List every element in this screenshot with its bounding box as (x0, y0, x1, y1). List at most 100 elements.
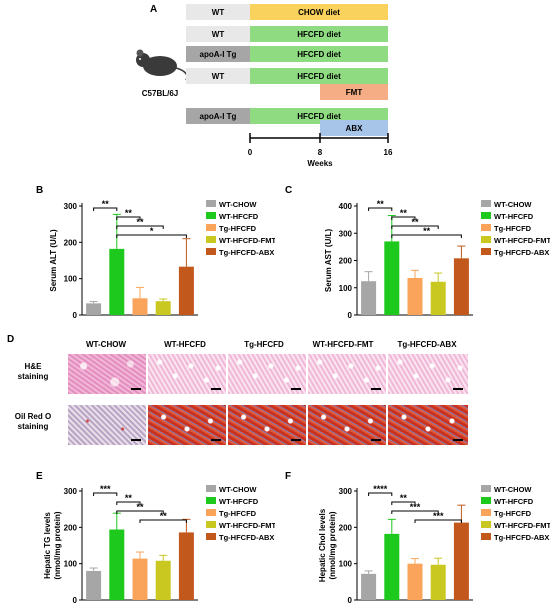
legend-swatch-wt-chow (481, 200, 491, 207)
significance-label: *** (433, 511, 444, 521)
legend-label-tg-hfcfd-abx: Tg-HFCFD-ABX (219, 533, 274, 542)
significance-bracket (368, 492, 393, 496)
bar-tg-hfcfd (407, 563, 423, 600)
significance-label: ** (400, 493, 408, 503)
significance-label: ** (136, 502, 144, 512)
treatment-box-fmt (320, 84, 388, 100)
mouse-strain-label: C57BL/6J (142, 89, 178, 98)
legend-label-wt-chow: WT-CHOW (219, 200, 257, 209)
genotype-box-3 (186, 68, 250, 84)
panel-label-d: D (7, 334, 15, 345)
legend-label-wt-chow: WT-CHOW (219, 485, 257, 494)
significance-label: ** (125, 208, 133, 218)
he-label-line1: H&E (24, 362, 42, 371)
genotype-box-1 (186, 26, 250, 42)
histology-col-label-tg-hfcfd-abx: Tg-HFCFD-ABX (397, 340, 457, 349)
legend-swatch-wt-hfcfd-fmt (481, 236, 491, 243)
he-label-line2: staining (17, 372, 49, 381)
y-tick-label: 300 (339, 487, 353, 496)
legend-label-tg-hfcfd: Tg-HFCFD (219, 224, 257, 233)
panel-label-f: F (285, 471, 292, 482)
bar-tg-hfcfd-abx (453, 522, 469, 600)
y-axis-title: Hepatic TG levels (43, 512, 52, 579)
legend-label-wt-hfcfd-fmt: WT-HFCFD-FMT (219, 236, 275, 245)
legend-swatch-wt-chow (481, 485, 491, 492)
legend-label-wt-hfcfd: WT-HFCFD (219, 212, 259, 221)
significance-label: ** (423, 226, 431, 236)
legend-label-wt-hfcfd: WT-HFCFD (219, 497, 259, 506)
legend-label-wt-hfcfd: WT-HFCFD (494, 212, 534, 221)
oro-image-wt-chow (68, 405, 146, 445)
legend-label-tg-hfcfd-abx: Tg-HFCFD-ABX (494, 533, 549, 542)
significance-label: *** (100, 484, 111, 494)
significance-bracket (391, 234, 462, 238)
panel-label-c: C (285, 185, 293, 196)
y-tick-label: 100 (339, 284, 353, 293)
timeline-label-0: 0 (248, 148, 253, 157)
panel-label-e: E (36, 471, 43, 482)
significance-bracket (116, 510, 164, 514)
legend-label-wt-hfcfd: WT-HFCFD (494, 497, 534, 506)
he-image-tg-hfcfd (228, 354, 306, 394)
legend-swatch-tg-hfcfd (206, 224, 216, 231)
y-axis-title-units: (nmol/mg protein) (328, 511, 337, 579)
scale-bar (211, 388, 221, 390)
histology-col-label-wt-chow: WT-CHOW (86, 340, 126, 349)
diet-label-0: CHOW diet (298, 8, 340, 17)
treatment-box-abx (320, 120, 388, 136)
significance-bracket (391, 225, 439, 229)
legend-swatch-wt-hfcfd (481, 497, 491, 504)
significance-label: ** (125, 493, 133, 503)
significance-label: *** (410, 502, 421, 512)
genotype-label-2: apoA-I Tg (200, 50, 237, 59)
legend-label-wt-hfcfd-fmt: WT-HFCFD-FMT (494, 521, 550, 530)
legend-swatch-wt-hfcfd-fmt (206, 236, 216, 243)
legend-swatch-tg-hfcfd-abx (481, 248, 491, 255)
significance-bracket (139, 519, 187, 523)
y-tick-label: 200 (339, 523, 353, 532)
significance-bracket (93, 492, 118, 496)
scale-bar (131, 388, 141, 390)
significance-bracket (116, 216, 141, 220)
y-tick-label: 300 (339, 229, 353, 238)
legend-swatch-wt-hfcfd-fmt (481, 521, 491, 528)
oro-image-wt-hfcfd (148, 405, 226, 445)
he-image-tg-hfcfd-abx (388, 354, 468, 394)
legend-swatch-tg-hfcfd-abx (206, 248, 216, 255)
bar-wt-hfcfd-fmt (430, 564, 446, 600)
study-design-diagram: C57BL/6J WT CHOW diet WT HFCFD diet apoA-I T… (136, 4, 393, 168)
significance-bracket (93, 207, 118, 211)
treatment-label-abx: ABX (346, 124, 364, 133)
legend-label-tg-hfcfd: Tg-HFCFD (494, 509, 532, 518)
scale-bar (291, 388, 301, 390)
significance-bracket (391, 216, 416, 220)
histology-col-label-tg-hfcfd: Tg-HFCFD (244, 340, 284, 349)
bar-tg-hfcfd-abx (178, 266, 194, 315)
y-tick-label: 200 (64, 238, 78, 247)
significance-label: ** (400, 208, 408, 218)
genotype-label-0: WT (212, 8, 225, 17)
chart-hepatic-tg: 0 100 200 300 Hepatic TG levels (nmol/mg prot… (43, 484, 275, 605)
diet-label-2: HFCFD diet (297, 50, 341, 59)
scale-bar (453, 439, 463, 441)
genotype-label-4: apoA-I Tg (200, 112, 237, 121)
bar-wt-chow (361, 573, 377, 600)
scale-bar (291, 439, 301, 441)
legend-swatch-wt-chow (206, 200, 216, 207)
y-tick-label: 0 (73, 596, 78, 605)
legend-swatch-wt-hfcfd (481, 212, 491, 219)
panel-label-b: B (36, 185, 44, 196)
y-tick-label: 100 (339, 560, 353, 569)
histology-row-label-oil-red-o: Oil Red O staining (0, 412, 66, 432)
legend-label-tg-hfcfd-abx: Tg-HFCFD-ABX (219, 248, 274, 257)
he-image-wt-hfcfd (148, 354, 226, 394)
diet-box-2 (250, 46, 388, 62)
significance-bracket (368, 207, 393, 211)
legend-swatch-tg-hfcfd-abx (206, 533, 216, 540)
genotype-box-0 (186, 4, 250, 20)
significance-label: **** (373, 484, 388, 494)
genotype-box-2 (186, 46, 250, 62)
chart-hepatic-chol: 0 100 200 300 Hepatic Chol levels (nmol/mg pr… (318, 484, 550, 605)
bar-wt-hfcfd (384, 533, 400, 600)
